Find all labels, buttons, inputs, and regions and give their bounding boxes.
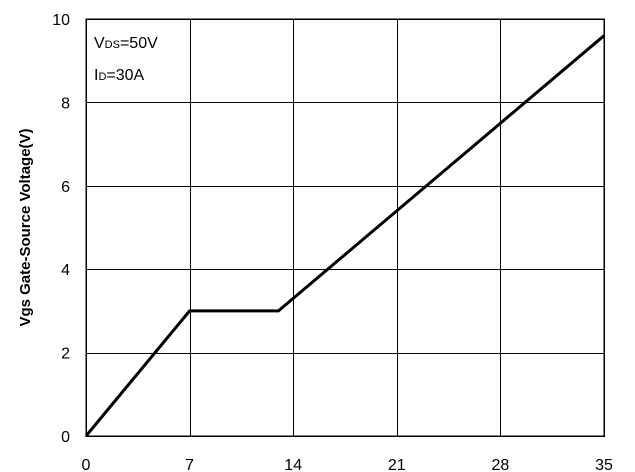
y-tick-label: 10 bbox=[52, 12, 70, 29]
series-line-0 bbox=[84, 34, 605, 437]
plot-frame bbox=[85, 18, 605, 437]
y-tick-label: 4 bbox=[61, 262, 70, 279]
x-tick-label: 7 bbox=[185, 457, 194, 472]
x-tick-label: 28 bbox=[492, 457, 510, 472]
series-layer bbox=[84, 34, 605, 437]
x-tick-labels: 0 7 14 21 28 35 bbox=[82, 457, 613, 472]
x-tick-label: 35 bbox=[595, 457, 613, 472]
y-tick-label: 2 bbox=[61, 346, 70, 363]
annotation-text: VDS=50V bbox=[94, 35, 158, 52]
x-tick-label: 14 bbox=[284, 457, 302, 472]
y-axis-title: Vgs Gate-Source Voltage(V) bbox=[17, 128, 34, 326]
annotation-text: ID=30A bbox=[94, 67, 145, 84]
y-tick-labels: 0 2 4 6 8 10 bbox=[52, 12, 70, 446]
annotation-box: VDS=50V ID=30A bbox=[94, 35, 158, 84]
y-tick-label: 0 bbox=[61, 429, 70, 446]
x-tick-label: 21 bbox=[388, 457, 406, 472]
grid-lines bbox=[86, 19, 604, 436]
x-tick-label: 0 bbox=[82, 457, 91, 472]
y-tick-label: 8 bbox=[61, 95, 70, 112]
y-tick-label: 6 bbox=[61, 179, 70, 196]
